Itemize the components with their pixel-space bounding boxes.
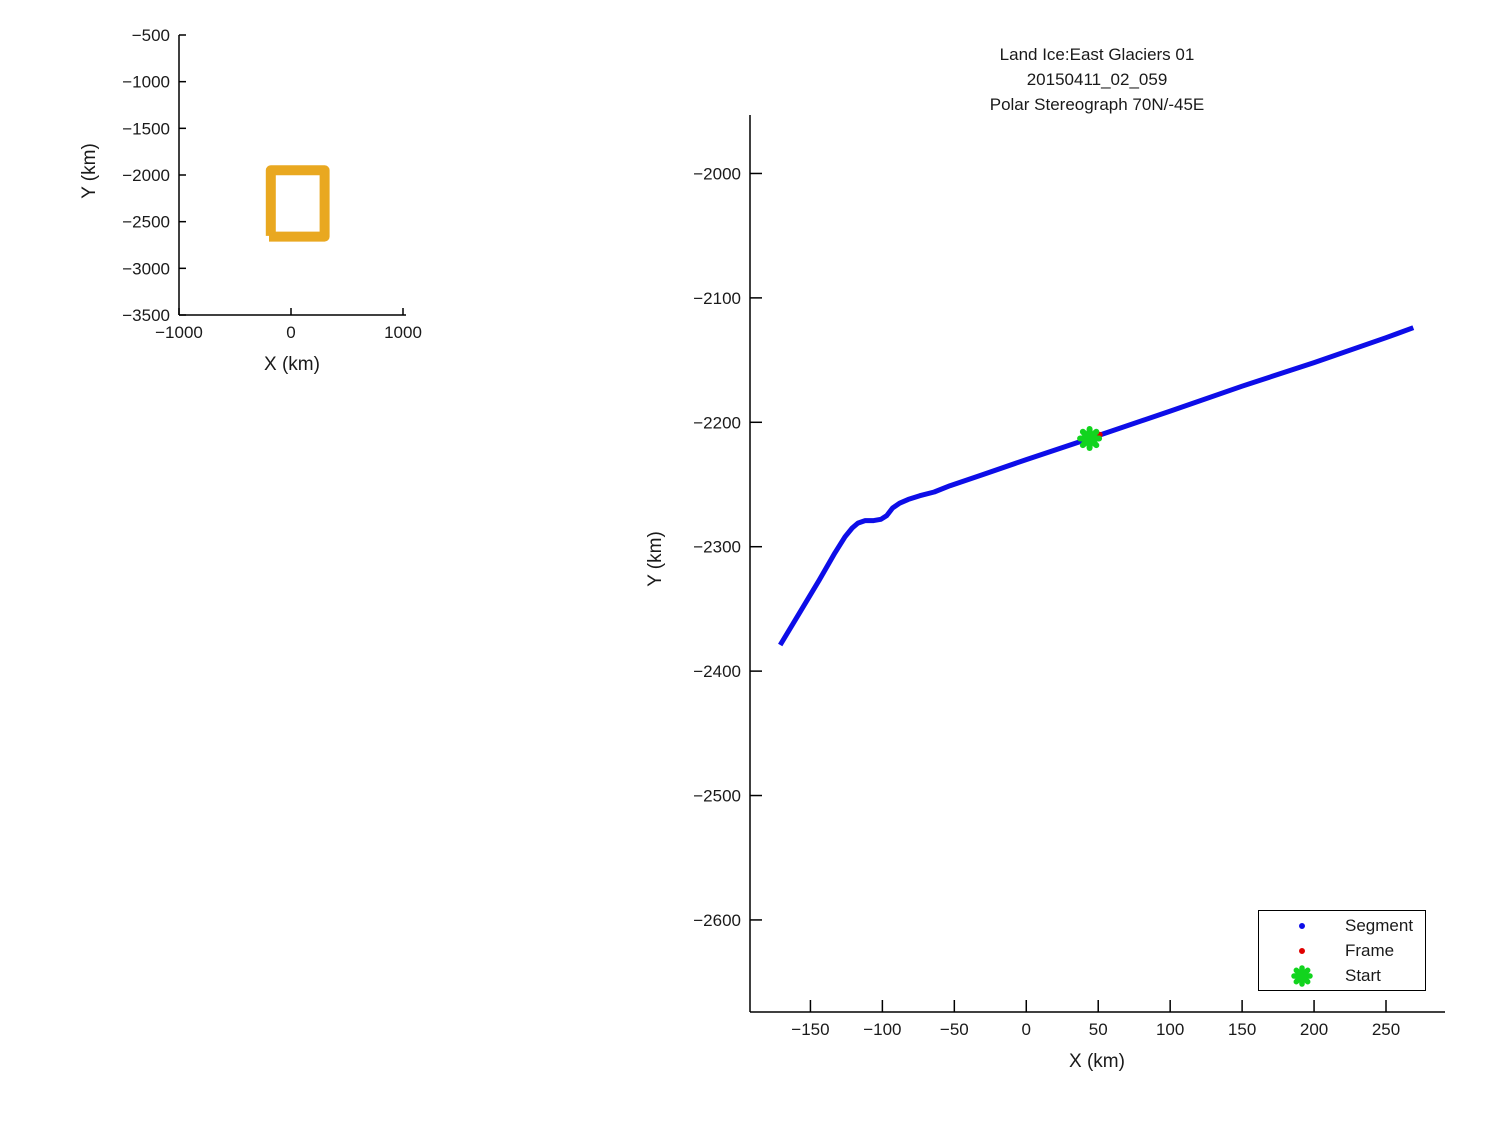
- frame-dot-icon: [1259, 946, 1345, 956]
- trajectory-plot: −150 −100 −50 0 50 100 150 200 250 −2000 −2100 −220…: [693, 115, 1445, 1039]
- y-tick-label: −1000: [122, 73, 170, 92]
- x-tick-label: 0: [286, 323, 295, 342]
- x-tick-label: 200: [1300, 1020, 1328, 1039]
- x-tick-label: −100: [863, 1020, 901, 1039]
- overview-xlabel: X (km): [264, 354, 320, 375]
- y-tick-label: −2400: [693, 662, 741, 681]
- legend-box: Segment Frame Start: [1258, 910, 1426, 991]
- x-tick-label: −1000: [155, 323, 203, 342]
- segment-dot-icon: [1259, 921, 1345, 931]
- plot-title-line2: 20150411_02_059: [1026, 70, 1168, 89]
- legend-label-start: Start: [1345, 965, 1381, 985]
- legend-row-start: Start: [1259, 963, 1425, 988]
- y-tick-label: −1500: [122, 119, 170, 138]
- legend-row-frame: Frame: [1259, 938, 1425, 963]
- plot-title: Land Ice:East Glaciers 01 20150411_02_05…: [847, 42, 1347, 117]
- y-tick-label: −3500: [122, 306, 170, 325]
- overview-ylabel: Y (km): [79, 143, 100, 199]
- start-marker: [1077, 425, 1103, 451]
- legend-label-frame: Frame: [1345, 940, 1395, 960]
- legend-row-segment: Segment: [1259, 913, 1425, 938]
- x-tick-label: 100: [1156, 1020, 1184, 1039]
- y-tick-label: −2600: [693, 911, 741, 930]
- y-tick-label: −2100: [693, 289, 741, 308]
- y-tick-label: −2300: [693, 538, 741, 557]
- y-tick-label: −2200: [693, 413, 741, 432]
- y-tick-label: −500: [132, 26, 170, 45]
- x-tick-label: −150: [791, 1020, 829, 1039]
- start-asterisk-icon: [1259, 964, 1345, 987]
- y-tick-label: −2000: [122, 166, 170, 185]
- x-tick-label: 150: [1228, 1020, 1256, 1039]
- plot-title-line3: Polar Stereograph 70N/-45E: [989, 95, 1205, 114]
- trajectory-xlabel: X (km): [1069, 1051, 1125, 1072]
- x-tick-label: 250: [1372, 1020, 1400, 1039]
- y-tick-label: −2000: [693, 164, 741, 183]
- x-tick-label: 1000: [384, 323, 422, 342]
- y-tick-label: −2500: [693, 787, 741, 806]
- overview-plot: −1000 0 1000 −500 −1000 −1500 −2000 −2500 −3000 −…: [122, 26, 422, 342]
- x-tick-label: 50: [1089, 1020, 1108, 1039]
- legend-label-segment: Segment: [1345, 915, 1414, 935]
- trajectory-ylabel: Y (km): [645, 531, 666, 587]
- y-tick-label: −2500: [122, 213, 170, 232]
- x-tick-label: 0: [1022, 1020, 1031, 1039]
- y-tick-label: −3000: [122, 259, 170, 278]
- x-tick-label: −50: [940, 1020, 969, 1039]
- Segment-line: [778, 325, 1415, 647]
- plot-title-line1: Land Ice:East Glaciers 01: [999, 45, 1195, 64]
- segment-extent-box-line: [265, 165, 330, 242]
